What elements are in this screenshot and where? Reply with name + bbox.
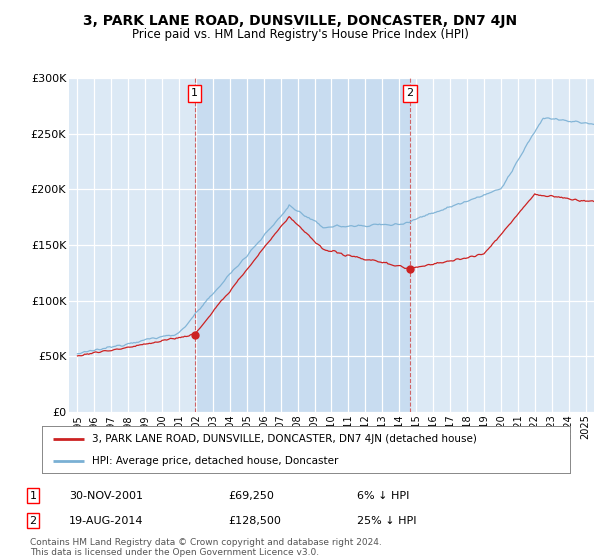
Text: Contains HM Land Registry data © Crown copyright and database right 2024.
This d: Contains HM Land Registry data © Crown c…	[30, 538, 382, 557]
Text: 6% ↓ HPI: 6% ↓ HPI	[357, 491, 409, 501]
Text: HPI: Average price, detached house, Doncaster: HPI: Average price, detached house, Donc…	[92, 456, 338, 466]
Text: £69,250: £69,250	[228, 491, 274, 501]
Text: 1: 1	[191, 88, 198, 99]
Text: 3, PARK LANE ROAD, DUNSVILLE, DONCASTER, DN7 4JN: 3, PARK LANE ROAD, DUNSVILLE, DONCASTER,…	[83, 14, 517, 28]
Text: 2: 2	[29, 516, 37, 526]
Text: 2: 2	[406, 88, 413, 99]
Text: Price paid vs. HM Land Registry's House Price Index (HPI): Price paid vs. HM Land Registry's House …	[131, 28, 469, 41]
Text: £128,500: £128,500	[228, 516, 281, 526]
Text: 30-NOV-2001: 30-NOV-2001	[69, 491, 143, 501]
Text: 25% ↓ HPI: 25% ↓ HPI	[357, 516, 416, 526]
Text: 19-AUG-2014: 19-AUG-2014	[69, 516, 143, 526]
Text: 1: 1	[29, 491, 37, 501]
Text: 3, PARK LANE ROAD, DUNSVILLE, DONCASTER, DN7 4JN (detached house): 3, PARK LANE ROAD, DUNSVILLE, DONCASTER,…	[92, 434, 477, 444]
Bar	[194, 78, 410, 412]
